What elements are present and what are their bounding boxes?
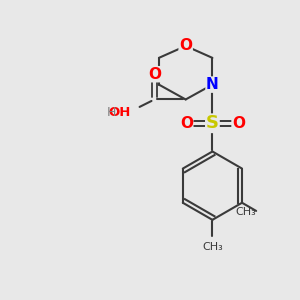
Text: S: S — [206, 114, 219, 132]
Text: H: H — [106, 106, 116, 119]
Text: N: N — [206, 77, 219, 92]
Text: O: O — [232, 116, 245, 131]
Text: O: O — [179, 38, 192, 53]
Text: CH₃: CH₃ — [202, 242, 223, 252]
Text: O: O — [148, 67, 161, 82]
Text: OH: OH — [108, 106, 131, 119]
Text: O: O — [180, 116, 193, 131]
Text: CH₃: CH₃ — [235, 207, 256, 218]
